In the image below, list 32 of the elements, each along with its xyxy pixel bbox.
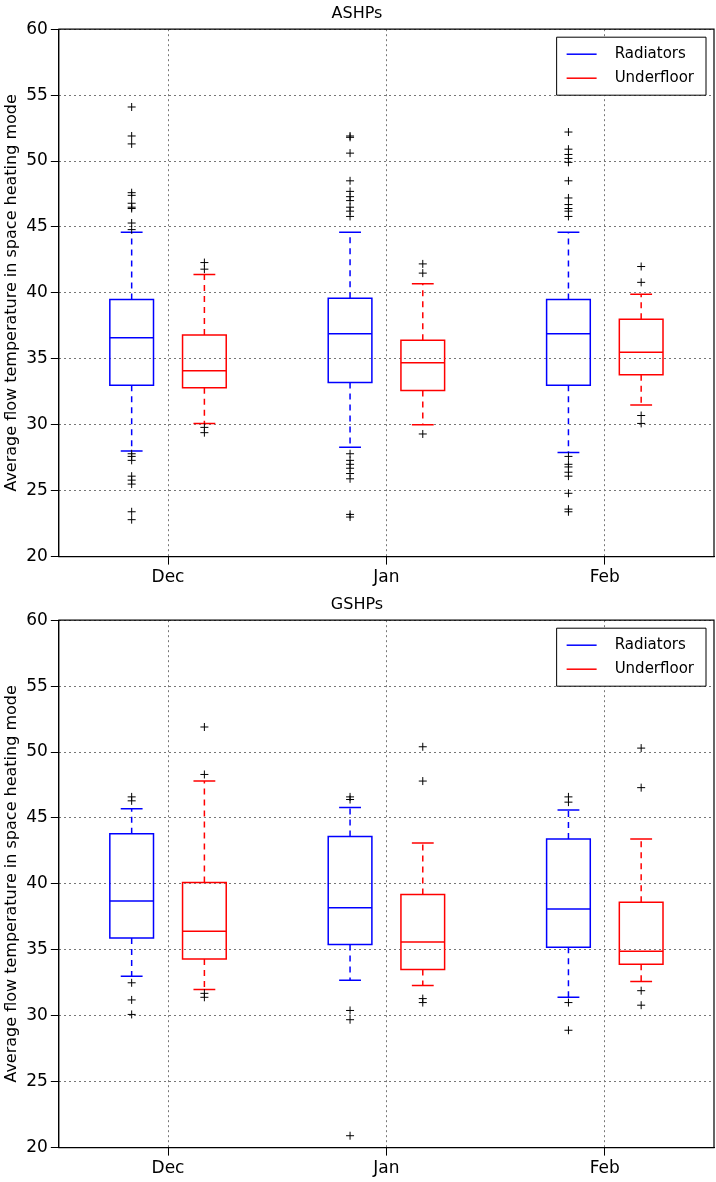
x-tick-label: Feb	[589, 566, 620, 587]
y-tick-label: 60	[26, 608, 48, 629]
y-tick-label: 35	[26, 938, 48, 959]
y-tick-label: 55	[26, 83, 48, 104]
chart-title: ASHPs	[331, 2, 383, 22]
y-tick-label: 20	[26, 545, 48, 566]
x-tick-label: Dec	[151, 566, 185, 587]
x-tick-label: Dec	[151, 1157, 185, 1178]
x-tick-label: Feb	[589, 1157, 620, 1178]
y-tick-label: 60	[26, 17, 48, 38]
y-tick-label: 20	[26, 1136, 48, 1157]
y-axis-title: Average flow temperature in space heating mode	[0, 685, 20, 1083]
y-axis-title: Average flow temperature in space heating mode	[0, 94, 20, 492]
y-tick-label: 25	[26, 1070, 48, 1091]
chart-title: GSHPs	[330, 593, 384, 613]
x-tick-label: Jan	[372, 1157, 400, 1178]
legend-label: Radiators	[614, 635, 687, 654]
y-tick-label: 30	[26, 413, 48, 434]
y-tick-label: 45	[26, 806, 48, 827]
y-tick-label: 25	[26, 479, 48, 500]
legend-label: Underfloor	[614, 659, 695, 678]
y-tick-label: 40	[26, 872, 48, 893]
y-tick-label: 55	[26, 674, 48, 695]
legend-label: Underfloor	[614, 68, 695, 87]
y-tick-label: 50	[26, 149, 48, 170]
x-tick-label: Jan	[372, 566, 400, 587]
legend-label: Radiators	[614, 44, 687, 63]
y-tick-label: 45	[26, 215, 48, 236]
y-tick-label: 50	[26, 740, 48, 761]
y-tick-label: 35	[26, 347, 48, 368]
y-tick-label: 40	[26, 281, 48, 302]
y-tick-label: 30	[26, 1004, 48, 1025]
